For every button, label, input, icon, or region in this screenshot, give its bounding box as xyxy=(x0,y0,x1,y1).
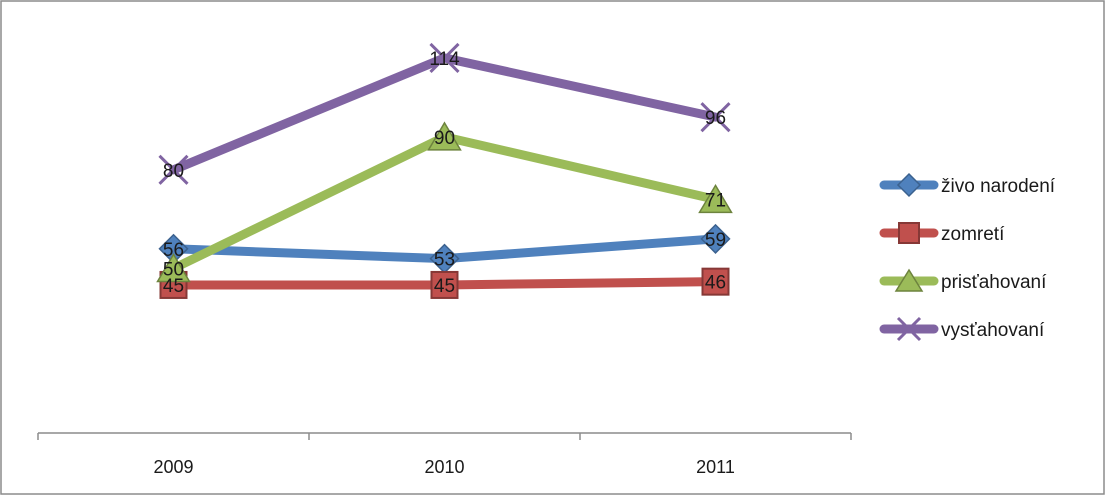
x-axis: 2009 2010 2011 xyxy=(37,432,852,477)
data-point-pristahovani xyxy=(427,121,462,151)
legend-marker xyxy=(894,268,924,292)
legend-marker xyxy=(898,222,920,244)
legend-marker xyxy=(896,316,922,342)
data-label-vystahovani: 96 xyxy=(705,108,726,129)
data-label-zivo-narodeni: 53 xyxy=(434,250,455,271)
data-point-zomreti xyxy=(430,270,459,299)
data-label-vystahovani: 114 xyxy=(429,49,460,70)
data-label-pristahovani: 50 xyxy=(163,260,184,281)
data-point-zomreti xyxy=(701,267,730,296)
legend-item-zivo-narodeni: živo narodení xyxy=(879,172,1056,198)
legend-label: živo narodení xyxy=(941,176,1056,197)
data-label-zomreti: 46 xyxy=(705,273,726,294)
legend-label: prisťahovaní xyxy=(941,272,1047,293)
data-label-zomreti: 45 xyxy=(434,276,455,297)
plot-area: 56 53 59 45 45 46 50 90 71 80 114 96 xyxy=(156,42,733,299)
data-point-pristahovani xyxy=(698,183,733,214)
legend-marker xyxy=(896,172,922,198)
data-label-zomreti: 45 xyxy=(163,276,184,297)
data-point-zivo-narodeni xyxy=(700,223,731,254)
data-point-vystahovani xyxy=(158,154,189,185)
data-point-vystahovani xyxy=(429,42,460,74)
legend-item-vystahovani: vysťahovaní xyxy=(879,316,1045,342)
legend-item-pristahovani: prisťahovaní xyxy=(879,268,1047,293)
x-tick-label: 2009 xyxy=(153,457,193,477)
x-tick-label: 2011 xyxy=(696,457,735,477)
legend-label: vysťahovaní xyxy=(941,320,1045,341)
data-label-vystahovani: 80 xyxy=(163,161,184,182)
data-point-pristahovani xyxy=(156,253,191,283)
data-label-zivo-narodeni: 56 xyxy=(163,240,184,261)
legend-label: zomretí xyxy=(941,224,1005,245)
legend: živo narodení zomretí prisťahovaní vysťahov… xyxy=(879,172,1056,342)
x-tick-label: 2010 xyxy=(424,457,464,477)
legend-item-zomreti: zomretí xyxy=(879,222,1005,245)
data-label-pristahovani: 90 xyxy=(434,128,455,149)
data-label-zivo-narodeni: 59 xyxy=(705,230,726,251)
data-label-pristahovani: 71 xyxy=(705,190,726,211)
data-point-vystahovani xyxy=(700,102,731,133)
